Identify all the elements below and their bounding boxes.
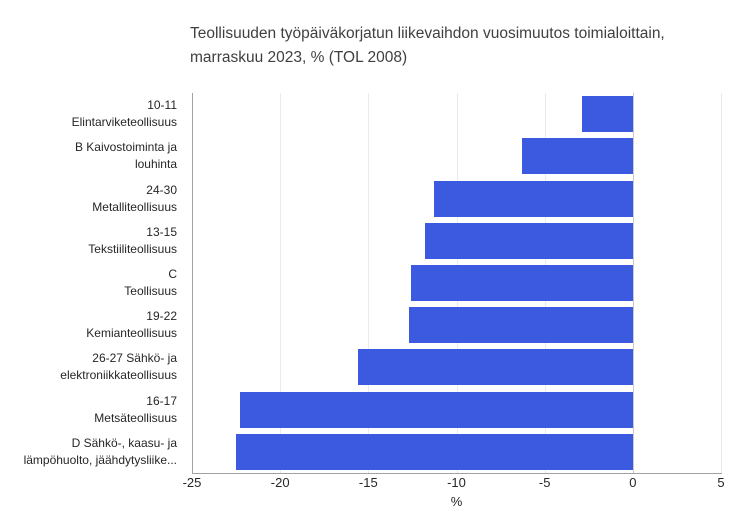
bar [424, 222, 633, 259]
x-axis-title: % [450, 494, 463, 509]
bar [357, 349, 633, 386]
x-axis-tick-label: -20 [270, 475, 290, 490]
y-axis-category-label: 10-11 Elintarviketeollisuus [71, 98, 177, 130]
y-axis-category-label: 13-15 Tekstiiliteollisuus [88, 224, 177, 256]
x-axis-tick-label: 5 [717, 475, 725, 490]
bar [239, 391, 633, 428]
y-axis-line [192, 93, 193, 473]
y-axis-category-label: B Kaivostoiminta ja louhinta [74, 140, 177, 172]
bar [410, 265, 633, 301]
bar [408, 307, 633, 344]
bar [581, 96, 633, 133]
chart-title-line2: marraskuu 2023, % (TOL 2008) [190, 49, 408, 66]
y-axis-category-label: 19-22 Kemianteollisuus [86, 309, 177, 341]
chart-title: Teollisuuden työpäiväkorjatun liikevaihd… [190, 22, 720, 70]
y-axis-category-label: D Sähkö-, kaasu- ja lämpöhuolto, jäähdyt… [23, 435, 177, 467]
chart-title-line1: Teollisuuden työpäiväkorjatun liikevaihd… [190, 25, 665, 42]
y-axis-category-label: C Teollisuus [124, 267, 177, 298]
x-axis-tick-label: -15 [358, 475, 378, 490]
gridline [368, 93, 370, 473]
x-axis-line [192, 473, 722, 474]
gridline [721, 93, 722, 473]
bar [433, 180, 633, 217]
x-axis-tick-label: -10 [447, 475, 466, 490]
bar [521, 138, 633, 175]
x-axis-tick-label: -25 [182, 475, 202, 490]
bar [236, 433, 633, 470]
gridline [280, 93, 282, 473]
x-axis-tick-label: -5 [538, 475, 551, 490]
y-axis-category-label: 24-30 Metalliteollisuus [92, 182, 177, 214]
y-axis-category-label: 26-27 Sähkö- ja elektroniikkateollisuus [60, 351, 177, 383]
y-axis-category-label: 16-17 Metsäteollisuus [94, 393, 177, 425]
zero-gridline [632, 93, 634, 473]
x-axis-tick-label: 0 [629, 475, 637, 490]
